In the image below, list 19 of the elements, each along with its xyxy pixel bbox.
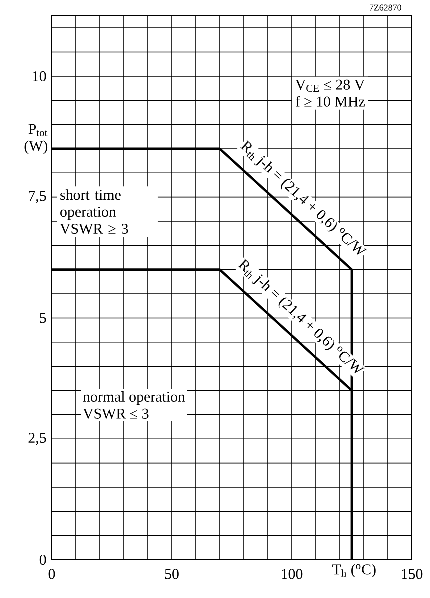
annotation: R$_{th}$ j-h = (21,4 + 0,6) $^{o}$C/W — [238, 258, 365, 374]
y-tick-label: 0 — [40, 554, 46, 566]
annotation: VSWR ≤ 3 — [83, 408, 149, 420]
annotation: VSWR ≥ 3 — [60, 224, 128, 234]
annotation: f ≥ 10 MHz — [296, 96, 366, 107]
x-tick-label: 0 — [48, 569, 56, 580]
x-tick-label: 150 — [402, 569, 423, 580]
y-tick-label: 7,5 — [29, 191, 46, 204]
y-axis-title: P$_{tot}$ (W) — [24, 124, 48, 154]
x-axis-title: T$_{h}$ ($^{o}$C) — [332, 564, 376, 578]
y-tick-label: 10 — [33, 71, 46, 82]
x-tick-label: 50 — [165, 569, 179, 580]
annotation: short time operation — [60, 190, 121, 220]
text: 7Z62870 — [370, 4, 402, 11]
annotation: normal operation — [83, 392, 186, 406]
y-tick-label: 2,5 — [28, 433, 46, 446]
x-tick-label: 100 — [282, 569, 303, 580]
y-tick-label: 5 — [40, 313, 46, 324]
annotation: V$_{CE}$ ≤ 28 V — [296, 80, 366, 92]
